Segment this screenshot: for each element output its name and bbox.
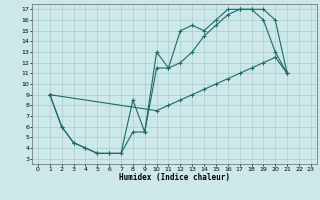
X-axis label: Humidex (Indice chaleur): Humidex (Indice chaleur) [119,173,230,182]
